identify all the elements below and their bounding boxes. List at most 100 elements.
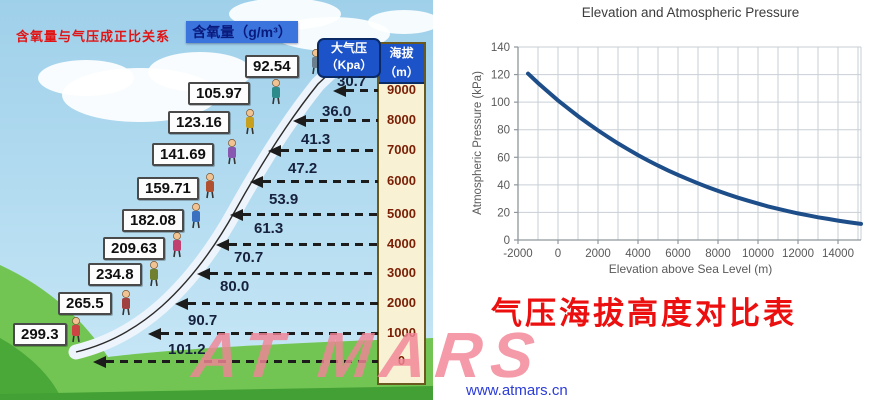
elevation-value-label: 7000 — [387, 142, 416, 157]
pressure-arrow — [250, 176, 378, 188]
tick-label: 2000 — [585, 248, 611, 260]
pressure-value-label: 70.7 — [234, 249, 264, 266]
arrowhead-icon — [216, 239, 229, 251]
climber-icon — [192, 203, 200, 229]
tick-label: 4000 — [625, 248, 651, 260]
oxygen-value-label: 265.5 — [58, 292, 112, 315]
pressure-value-label: 80.0 — [220, 278, 250, 295]
caption-text: 气压海拔高度对比表 — [491, 296, 797, 331]
tick-label: 80 — [497, 125, 510, 137]
pressure-arrow — [333, 85, 378, 97]
tick-label: 120 — [491, 70, 510, 82]
oxygen-column-header: 含氧量（g/m³） — [186, 21, 298, 43]
elevation-header-line2: （m） — [384, 65, 419, 79]
climber-icon — [272, 79, 280, 105]
tick-label: 100 — [491, 97, 510, 109]
tick-label: 0 — [504, 235, 510, 247]
elevation-value-label: 1000 — [387, 325, 416, 340]
pressure-value-label: 101.2 — [168, 341, 206, 358]
watermark-url: www.atmars.cn — [466, 382, 568, 399]
pressure-value-label: 36.0 — [322, 103, 352, 120]
climber-icon — [122, 290, 130, 316]
arrowhead-icon — [197, 268, 210, 280]
infographic-panel: 含氧量与气压成正比关系 含氧量（g/m³） 大气压 （Kpa） 海拔 （m） 9… — [0, 0, 433, 400]
pressure-arrow — [216, 239, 378, 251]
oxygen-value-label: 234.8 — [88, 263, 142, 286]
tick-label: 60 — [497, 152, 510, 164]
watermark-logo: AT MARS — [189, 319, 547, 391]
hill-shape — [0, 265, 433, 400]
pressure-elevation-chart: -2000 0 2000 4000 6000 8000 10000 12000 14000020… — [491, 42, 863, 260]
arrowhead-icon — [333, 85, 346, 97]
tick-label: 0 — [555, 248, 561, 260]
hill-shade — [0, 338, 62, 400]
chart-x-axis-label: Elevation above Sea Level (m) — [608, 262, 773, 276]
arrowhead-icon — [93, 356, 106, 368]
slope-rope — [75, 51, 353, 353]
climber-icon — [246, 109, 254, 135]
tick-label: 12000 — [782, 248, 814, 260]
pressure-arrow — [93, 356, 378, 368]
arrowhead-icon — [175, 298, 188, 310]
elevation-value-label: 3000 — [387, 265, 416, 280]
elevation-column: 海拔 （m） 9000 8000 7000 6000 5000 4000 3000 2000 1… — [377, 42, 426, 385]
pressure-curve — [526, 71, 863, 226]
oxygen-value-label: 299.3 — [13, 323, 67, 346]
pressure-header-line1: 大气压 — [330, 41, 367, 55]
pressure-header-line2: （Kpa） — [325, 58, 373, 72]
tick-label: 6000 — [665, 248, 691, 260]
climber-icon — [228, 139, 236, 165]
oxygen-value-label: 92.54 — [245, 55, 299, 78]
tick-label: 10000 — [742, 248, 774, 260]
pressure-value-label: 53.9 — [269, 191, 299, 208]
tick-label: 40 — [497, 180, 510, 192]
ground-strip — [0, 386, 433, 400]
pressure-value-label: 61.3 — [254, 220, 284, 237]
oxygen-value-label: 159.71 — [137, 177, 199, 200]
elevation-value-label: 0 — [397, 353, 406, 368]
oxygen-value-label: 105.97 — [188, 82, 250, 105]
tick-label: 14000 — [822, 248, 854, 260]
elevation-value-label: 2000 — [387, 295, 416, 310]
climber-icon — [150, 261, 158, 287]
pressure-value-label: 41.3 — [301, 131, 331, 148]
elevation-value-label: 6000 — [387, 173, 416, 188]
tick-label: 8000 — [705, 248, 731, 260]
pressure-column-header: 大气压 （Kpa） — [317, 38, 381, 78]
climber-icon — [206, 173, 214, 199]
arrowhead-icon — [268, 145, 281, 157]
elevation-value-label: 9000 — [387, 82, 416, 97]
elevation-value-label: 5000 — [387, 206, 416, 221]
pressure-arrow — [148, 328, 378, 340]
chart-title: Elevation and Atmospheric Pressure — [581, 5, 800, 20]
arrowhead-icon — [230, 209, 243, 221]
cloud-icon — [368, 10, 433, 34]
climber-icon — [72, 317, 80, 343]
tick-label: 140 — [491, 42, 510, 54]
oxygen-value-label: 182.08 — [122, 209, 184, 232]
climber-icon — [173, 232, 181, 258]
arrowhead-icon — [250, 176, 263, 188]
pressure-arrow — [293, 115, 378, 127]
oxygen-value-label: 209.63 — [103, 237, 165, 260]
elevation-value-label: 8000 — [387, 112, 416, 127]
pressure-arrow — [268, 145, 378, 157]
elevation-column-header: 海拔 （m） — [379, 44, 424, 84]
pressure-value-label: 90.7 — [188, 312, 218, 329]
oxygen-value-label: 141.69 — [152, 143, 214, 166]
tick-label: 20 — [497, 207, 510, 219]
infographic-title: 含氧量与气压成正比关系 — [16, 29, 171, 44]
chart-panel: Elevation and Atmospheric Pressure Atmos… — [433, 0, 870, 400]
pressure-arrow — [175, 298, 378, 310]
cloud-icon — [38, 60, 134, 96]
pressure-value-label: 47.2 — [288, 160, 318, 177]
arrowhead-icon — [293, 115, 306, 127]
oxygen-value-label: 123.16 — [168, 111, 230, 134]
elevation-header-line1: 海拔 — [389, 46, 414, 60]
pressure-arrow — [197, 268, 378, 280]
tick-label: -2000 — [503, 248, 532, 260]
arrowhead-icon — [148, 328, 161, 340]
pressure-arrow — [230, 209, 378, 221]
elevation-value-label: 4000 — [387, 236, 416, 251]
